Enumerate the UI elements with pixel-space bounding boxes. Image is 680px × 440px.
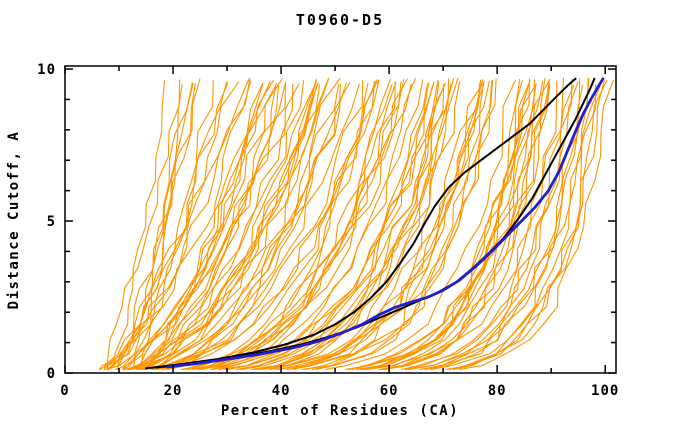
orange-curve — [348, 78, 521, 370]
orange-curve — [274, 84, 485, 370]
orange-curve — [316, 79, 494, 370]
x-tick-label: 60 — [380, 383, 399, 399]
orange-curve — [292, 82, 481, 370]
orange-curve — [141, 83, 280, 370]
x-tick-label: 100 — [591, 383, 619, 399]
y-tick-label: 5 — [47, 214, 56, 230]
x-tick-label: 20 — [164, 383, 183, 399]
orange-curve — [198, 82, 397, 370]
orange-curve — [378, 84, 551, 370]
orange-curve — [191, 78, 408, 370]
orange-curve — [304, 80, 485, 370]
orange-curve — [364, 80, 549, 370]
x-axis-label: Percent of Residues (CA) — [221, 403, 459, 419]
orange-curve — [144, 82, 347, 370]
orange-curve — [301, 80, 493, 370]
orange-curve — [106, 80, 166, 370]
orange-curve — [125, 82, 319, 370]
orange-curve — [122, 79, 274, 370]
orange-curve — [348, 80, 523, 370]
orange-curve — [98, 82, 264, 370]
reference-curves-group — [145, 77, 605, 370]
orange-curve — [424, 78, 581, 370]
orange-curve — [106, 80, 228, 370]
orange-curve — [151, 82, 351, 370]
orange-curve — [129, 78, 283, 370]
orange-curve — [449, 79, 608, 370]
orange-curve — [406, 81, 579, 370]
orange-curve — [404, 84, 575, 370]
black-model-1-curve — [145, 77, 577, 370]
orange-curve — [161, 77, 341, 370]
orange-curve — [99, 79, 181, 370]
orange-curve — [243, 82, 430, 370]
x-tick-label: 40 — [272, 383, 291, 399]
orange-curve — [453, 84, 601, 370]
orange-curve — [106, 77, 251, 370]
orange-curve — [144, 82, 317, 370]
orange-curve — [366, 78, 551, 370]
blue-model-curve — [166, 77, 605, 369]
chart-title: T0960-D5 — [296, 11, 384, 29]
orange-curve — [117, 83, 194, 370]
orange-curve — [108, 82, 196, 370]
x-tick-label: 80 — [488, 383, 507, 399]
orange-curve — [384, 80, 558, 370]
orange-curve — [381, 77, 546, 370]
orange-curve — [430, 78, 589, 370]
orange-curve — [103, 82, 229, 370]
orange-curve — [131, 81, 271, 370]
orange-curve — [278, 79, 484, 370]
x-tick-label: 0 — [60, 383, 69, 399]
orange-curve — [116, 82, 193, 370]
orange-curve — [271, 83, 452, 370]
y-tick-label: 0 — [47, 366, 56, 382]
orange-curve — [210, 79, 405, 370]
orange-curve — [155, 83, 340, 370]
orange-curve — [115, 82, 300, 370]
y-tick-label: 10 — [37, 62, 56, 78]
y-axis-label: Distance Cutoff, A — [6, 131, 22, 310]
orange-curve — [181, 82, 369, 370]
orange-curve — [458, 79, 614, 370]
orange-curve — [122, 78, 201, 370]
orange-curve — [254, 77, 455, 370]
orange-curve — [401, 77, 564, 370]
orange-curve — [359, 83, 537, 370]
plot-border — [64, 65, 617, 374]
orange-curve — [143, 78, 330, 370]
orange-curve — [152, 83, 360, 370]
orange-curve — [107, 81, 287, 370]
orange-curve — [129, 84, 286, 370]
orange-curve — [312, 78, 497, 370]
orange-curve — [250, 79, 439, 370]
orange-curve — [195, 78, 392, 370]
plot-box-and-ticks — [64, 65, 617, 374]
orange-curve — [137, 80, 252, 370]
orange-curve — [181, 81, 396, 370]
orange-curve — [106, 81, 240, 370]
tick-labels-group: 0 20 40 60 80 100 0 5 10 — [37, 62, 619, 399]
orange-curve — [261, 83, 445, 370]
orange-curve — [360, 83, 537, 370]
